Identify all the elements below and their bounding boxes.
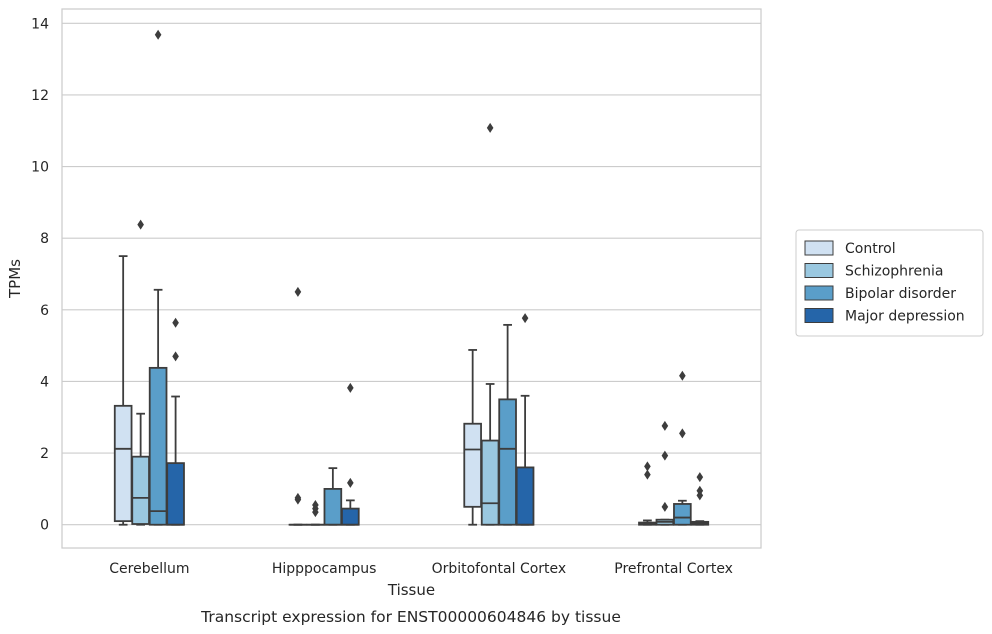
outlier-point [347,477,354,488]
box [515,466,535,526]
box [498,398,517,526]
outlier-point [172,351,179,362]
outlier-point [347,382,354,393]
box [480,439,500,526]
box-series [113,29,710,526]
outlier-point [312,507,319,518]
outlier-point [644,469,651,480]
x-axis-ticks: Cerebellum Hipppocampus Orbitofontal Corte… [109,561,733,577]
series-bipolar-disorder [148,29,692,526]
legend-swatch [804,308,834,323]
grid-lines [62,22,761,526]
legend-label: Control [845,241,896,257]
y-tick-label: 6 [40,303,49,319]
legend-item: Schizophrenia [804,263,943,280]
box [113,404,133,523]
box [131,455,150,525]
box [148,366,168,526]
outlier-point [137,219,144,230]
outlier-point [294,492,302,503]
y-tick-label: 2 [40,446,49,462]
outlier-point [661,450,669,461]
legend-label: Schizophrenia [845,264,943,280]
outlier-point [661,420,669,431]
legend-label: Major depression [845,309,965,325]
legend-label: Bipolar disorder [845,286,956,302]
legend-item: Control [804,240,896,257]
y-axis-ticks: 0 2 4 6 8 10 12 14 [31,16,49,533]
series-control [113,255,657,526]
y-tick-label: 4 [40,374,49,390]
x-tick-label: Orbitofontal Cortex [432,561,567,577]
outlier-point [521,313,529,324]
y-tick-label: 14 [31,16,49,32]
legend-swatch [804,285,834,301]
x-tick-label: Cerebellum [109,561,189,577]
x-tick-label: Hipppocampus [272,561,377,577]
x-axis-title: Tissue [387,581,435,599]
series-major-depression [166,313,710,526]
plot-area-frame [61,8,762,549]
outlier-point [172,317,179,328]
outlier-point [679,428,686,439]
legend-item: Major depression [804,308,965,325]
y-tick-label: 0 [40,518,49,534]
outlier-point [644,461,651,472]
outlier-point [154,29,162,40]
outlier-point [696,490,704,501]
outlier-point [294,286,302,297]
legend-swatch [804,263,834,278]
outlier-point [679,370,686,381]
y-tick-label: 10 [31,160,49,176]
legend-item: Bipolar disorder [804,285,956,302]
box [673,503,692,526]
legend: Control Schizophrenia Bipolar disorder Majo… [795,229,984,337]
box [463,422,482,508]
outlier-point [696,472,704,483]
outlier-point [486,122,494,133]
legend-frame [795,229,984,337]
box [323,488,343,526]
x-tick-label: Prefrontal Cortex [614,561,733,577]
chart-caption: Transcript expression for ENST0000060484… [200,608,621,626]
y-tick-label: 12 [31,88,49,104]
outlier-point [661,501,669,512]
y-axis-title: TPMs [6,259,24,299]
y-tick-label: 8 [40,231,49,247]
legend-swatch [804,240,834,256]
series-schizophrenia [131,122,675,526]
box [166,462,185,526]
box [341,507,360,526]
